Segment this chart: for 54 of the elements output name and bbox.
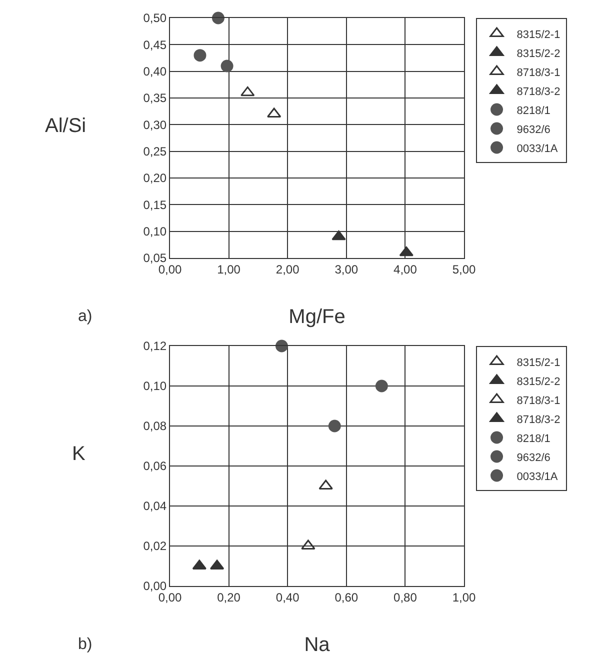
y-tick-label: 0,04	[143, 499, 167, 514]
x-tick-label: 0,20	[217, 590, 241, 604]
point	[212, 12, 224, 24]
legend-label: 8718/3-1	[516, 66, 560, 79]
point	[328, 420, 341, 432]
point	[194, 49, 206, 62]
y-axis-title: K	[72, 443, 86, 465]
x-tick-label: 1,00	[452, 590, 476, 604]
x-axis-title: Na	[304, 634, 331, 656]
y-tick-label: 0,10	[143, 224, 167, 239]
point	[375, 380, 388, 392]
y-tick-label: 0,10	[143, 379, 167, 394]
legend-label: 0033/1A	[516, 142, 558, 155]
x-tick-label: 1,00	[217, 262, 241, 276]
legend-label: 8218/1	[516, 432, 550, 445]
y-tick-label: 0,08	[143, 419, 167, 434]
point	[220, 60, 234, 72]
y-tick-label: 0,25	[143, 144, 167, 159]
y-tick-label: 0,02	[143, 539, 167, 554]
x-tick-label: 2,00	[276, 262, 300, 276]
x-tick-label: 0,80	[394, 590, 418, 604]
text: a)	[78, 308, 92, 325]
y-tick-label: 0,12	[143, 339, 167, 354]
point	[275, 340, 288, 352]
legend-label: 8718/3-2	[516, 86, 560, 98]
x-tick-label: 0,60	[334, 590, 358, 604]
y-axis-title: Al/Si	[45, 115, 86, 137]
point	[399, 246, 414, 256]
x-tick-label: 3,00	[334, 262, 358, 276]
y-tick-label: 0,35	[143, 91, 167, 106]
y-tick-label: 0,30	[143, 118, 167, 132]
y-tick-label: 0,20	[143, 171, 167, 186]
legend-label: 9632/6	[516, 452, 550, 464]
y-tick-label: 0,15	[143, 198, 167, 212]
y-tick-label: 0,40	[143, 64, 167, 79]
point	[332, 230, 346, 240]
x-tick-label: 5,00	[452, 262, 476, 276]
x-axis-title: Mg/Fe	[288, 306, 346, 328]
legend-label: 8315/2-1	[516, 356, 560, 369]
legend-label: 8718/3-1	[516, 394, 560, 407]
legend-label: 0033/1A	[516, 470, 558, 483]
y-tick-label: 0,50	[143, 11, 167, 26]
legend-label: 8315/2-1	[516, 28, 560, 41]
x-tick-label: 4,00	[394, 262, 418, 276]
x-tick-label: 0,40	[276, 590, 300, 604]
legend-label: 8218/1	[516, 104, 550, 117]
y-tick-label: 0,06	[143, 459, 167, 474]
legend-label: 8718/3-2	[516, 414, 560, 426]
legend-label: 8315/2-2	[516, 48, 560, 60]
text: b)	[78, 636, 92, 653]
legend-label: 9632/6	[516, 124, 550, 136]
legend-label: 8315/2-2	[516, 376, 560, 388]
point	[240, 86, 255, 96]
y-tick-label: 0,45	[143, 38, 167, 52]
